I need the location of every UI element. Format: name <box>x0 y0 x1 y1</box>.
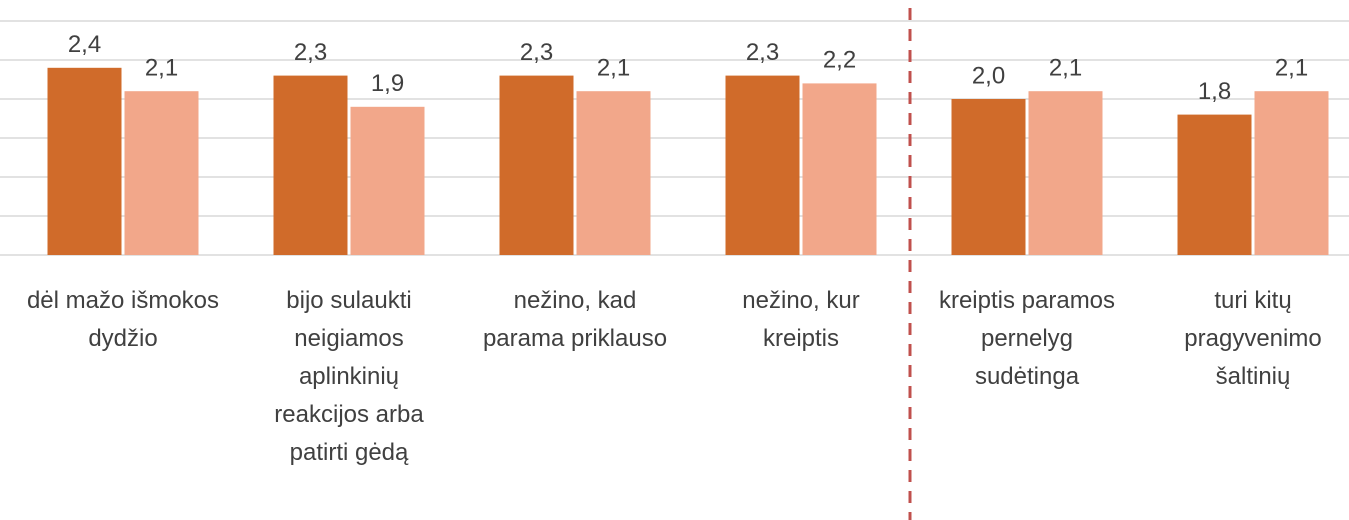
value-label: 2,3 <box>746 39 779 66</box>
value-label: 2,3 <box>294 39 327 66</box>
value-label: 2,1 <box>1275 55 1308 82</box>
value-label: 2,1 <box>145 55 178 82</box>
value-label: 2,1 <box>1049 55 1082 82</box>
bar <box>725 75 800 255</box>
bar <box>802 83 877 256</box>
bar <box>124 91 199 255</box>
bar <box>273 75 348 255</box>
x-tick-label: nežino, kur kreiptis <box>742 287 860 352</box>
value-label: 2,4 <box>68 31 101 58</box>
x-tick-label: dėl mažo išmokos dydžio <box>26 287 220 352</box>
x-tick-label: bijo sulaukti neigiamos aplinkinių reakc… <box>274 287 424 466</box>
value-label: 1,9 <box>371 70 404 97</box>
bar <box>1177 114 1252 255</box>
x-tick-label: kreiptis paramos pernelyg sudėtinga <box>938 287 1116 390</box>
bar <box>1028 91 1103 255</box>
bar <box>47 67 122 255</box>
value-label: 2,3 <box>520 39 553 66</box>
value-label: 2,2 <box>823 47 856 74</box>
value-label: 2,0 <box>972 62 1005 89</box>
value-label: 2,1 <box>597 55 630 82</box>
bar <box>499 75 574 255</box>
x-tick-label: nežino, kad parama priklauso <box>482 287 668 352</box>
bar <box>951 99 1026 255</box>
bar <box>350 106 425 255</box>
bar <box>576 91 651 255</box>
x-tick-label: turi kitų pragyvenimo šaltinių <box>1184 287 1322 390</box>
bar <box>1254 91 1329 255</box>
value-label: 1,8 <box>1198 78 1231 105</box>
